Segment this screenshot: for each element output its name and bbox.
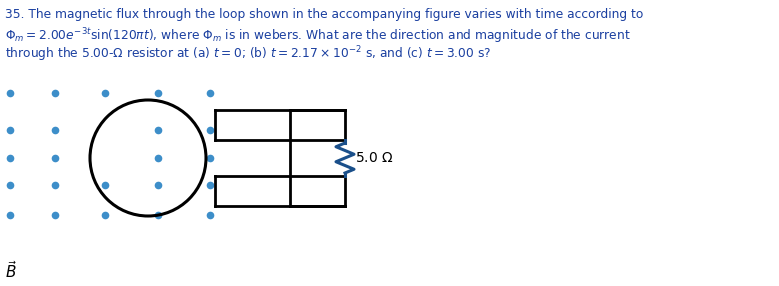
Text: 5.0 $\Omega$: 5.0 $\Omega$ [355, 151, 393, 165]
Text: 35. The magnetic flux through the loop shown in the accompanying figure varies w: 35. The magnetic flux through the loop s… [5, 8, 643, 21]
Text: $\Phi_m = 2.00e^{-3t}\mathrm{sin}(120\pi t)$, where $\Phi_m$ is in webers. What : $\Phi_m = 2.00e^{-3t}\mathrm{sin}(120\pi… [5, 26, 631, 45]
Text: $\vec{B}$: $\vec{B}$ [5, 260, 17, 281]
Text: through the 5.00-$\Omega$ resistor at (a) $t = 0$; (b) $t = 2.17 \times 10^{-2}$: through the 5.00-$\Omega$ resistor at (a… [5, 44, 492, 63]
